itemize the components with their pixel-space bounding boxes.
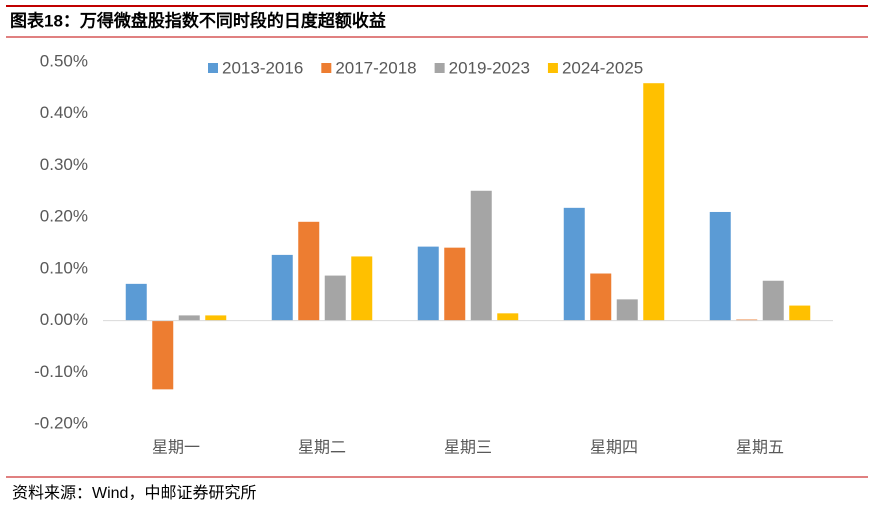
bar (789, 305, 811, 321)
bar (417, 246, 439, 321)
x-tick-label: 星期一 (152, 438, 200, 457)
x-tick-label: 星期五 (736, 438, 784, 457)
bar (205, 315, 227, 321)
x-tick-label: 星期二 (298, 438, 346, 457)
bar (709, 211, 731, 321)
legend-label: 2024-2025 (562, 58, 643, 77)
y-tick-label: 0.20% (40, 207, 88, 226)
bar (444, 247, 466, 321)
y-tick-label: 0.50% (40, 51, 88, 70)
y-tick-label: 0.10% (40, 258, 88, 277)
bar (616, 299, 638, 321)
legend-label: 2019-2023 (449, 58, 530, 77)
y-tick-label: 0.30% (40, 155, 88, 174)
x-tick-label: 星期四 (590, 438, 638, 457)
bar (324, 275, 346, 321)
bar (470, 190, 492, 321)
legend-label: 2013-2016 (222, 58, 303, 77)
bar (736, 319, 758, 321)
legend-swatch (321, 63, 332, 73)
bar (590, 273, 612, 321)
bar (563, 207, 585, 321)
bar (152, 320, 174, 390)
source: 资料来源：Wind，中邮证券研究所 (12, 484, 256, 502)
bar (762, 280, 784, 321)
bar (298, 221, 320, 321)
legend-label: 2017-2018 (335, 58, 416, 77)
legend-swatch (208, 63, 218, 73)
bar (178, 315, 200, 321)
x-tick-label: 星期三 (444, 438, 492, 457)
title: 图表18：万得微盘股指数不同时段的日度超额收益 (10, 10, 386, 30)
bar (125, 283, 147, 321)
y-tick-label: -0.10% (34, 362, 88, 381)
bar (643, 83, 665, 321)
bar (271, 254, 293, 321)
bar (497, 313, 519, 321)
legend-swatch (547, 63, 558, 73)
bar (351, 256, 373, 321)
y-tick-label: -0.20% (34, 413, 88, 432)
legend-swatch (434, 63, 445, 73)
y-tick-label: 0.40% (40, 103, 88, 122)
y-tick-label: 0.00% (40, 310, 88, 329)
